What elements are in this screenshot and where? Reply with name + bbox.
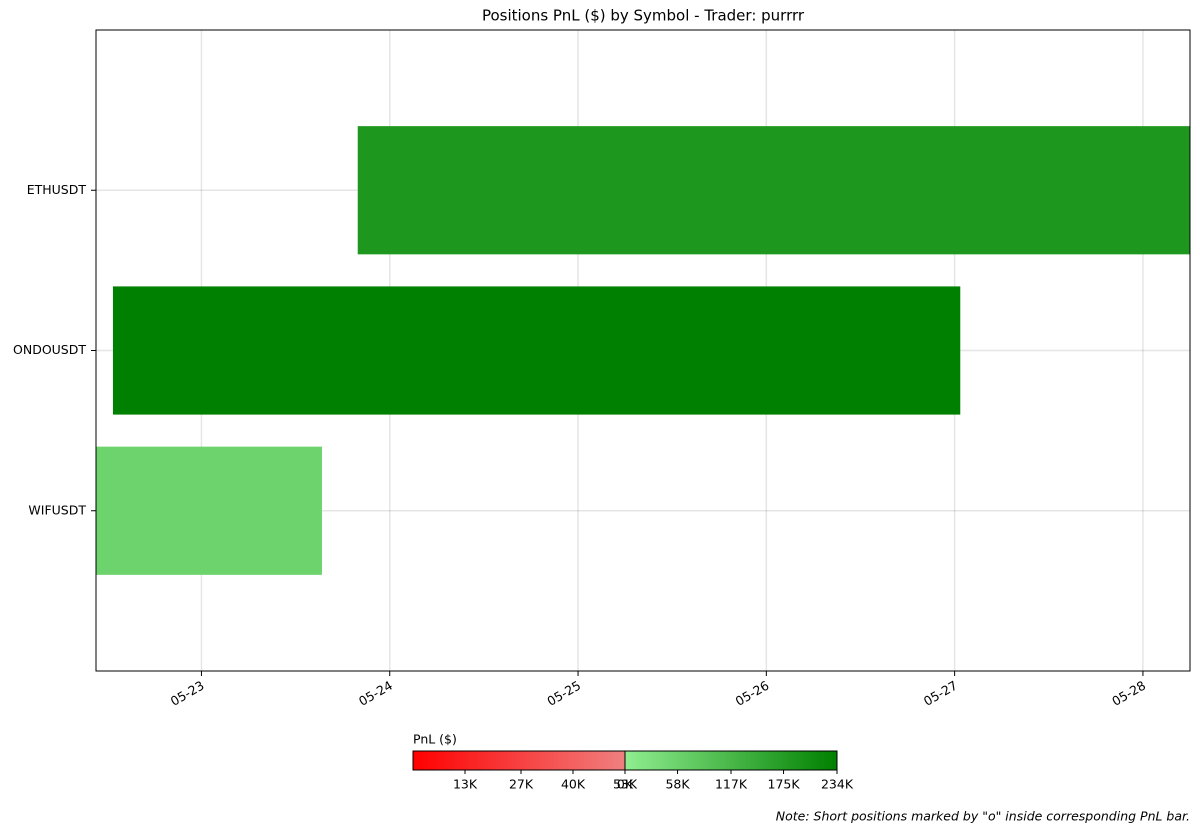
note: Note: Short positions marked by "o" insi… [776,809,1190,824]
colorbar-label: PnL ($) [413,732,457,747]
bar [112,286,961,415]
y-tick-label: ETHUSDT [27,182,87,197]
chart-title: Positions PnL ($) by Symbol - Trader: pu… [482,7,805,25]
colorbar-tick-label: 40K [561,777,586,792]
colorbar-tick-label: 117K [715,777,748,792]
colorbar-tick-label: 175K [768,777,801,792]
colorbar-tick-label: 0K [617,777,634,792]
colorbar-segment [412,750,626,771]
colorbar-tick-label: 13K [453,777,478,792]
colorbar-segment [624,750,838,771]
plot-area [96,30,1190,671]
colorbar-tick-label: 53K [613,777,638,792]
bar [96,446,322,575]
y-tick-label: WIFUSDT [28,502,86,517]
colorbar-tick-label: 58K [665,777,690,792]
y-tick-label: ONDOUSDT [13,342,86,357]
colorbar-tick-label: 234K [821,777,854,792]
bar [357,126,1190,255]
colorbar-tick-label: 27K [509,777,534,792]
